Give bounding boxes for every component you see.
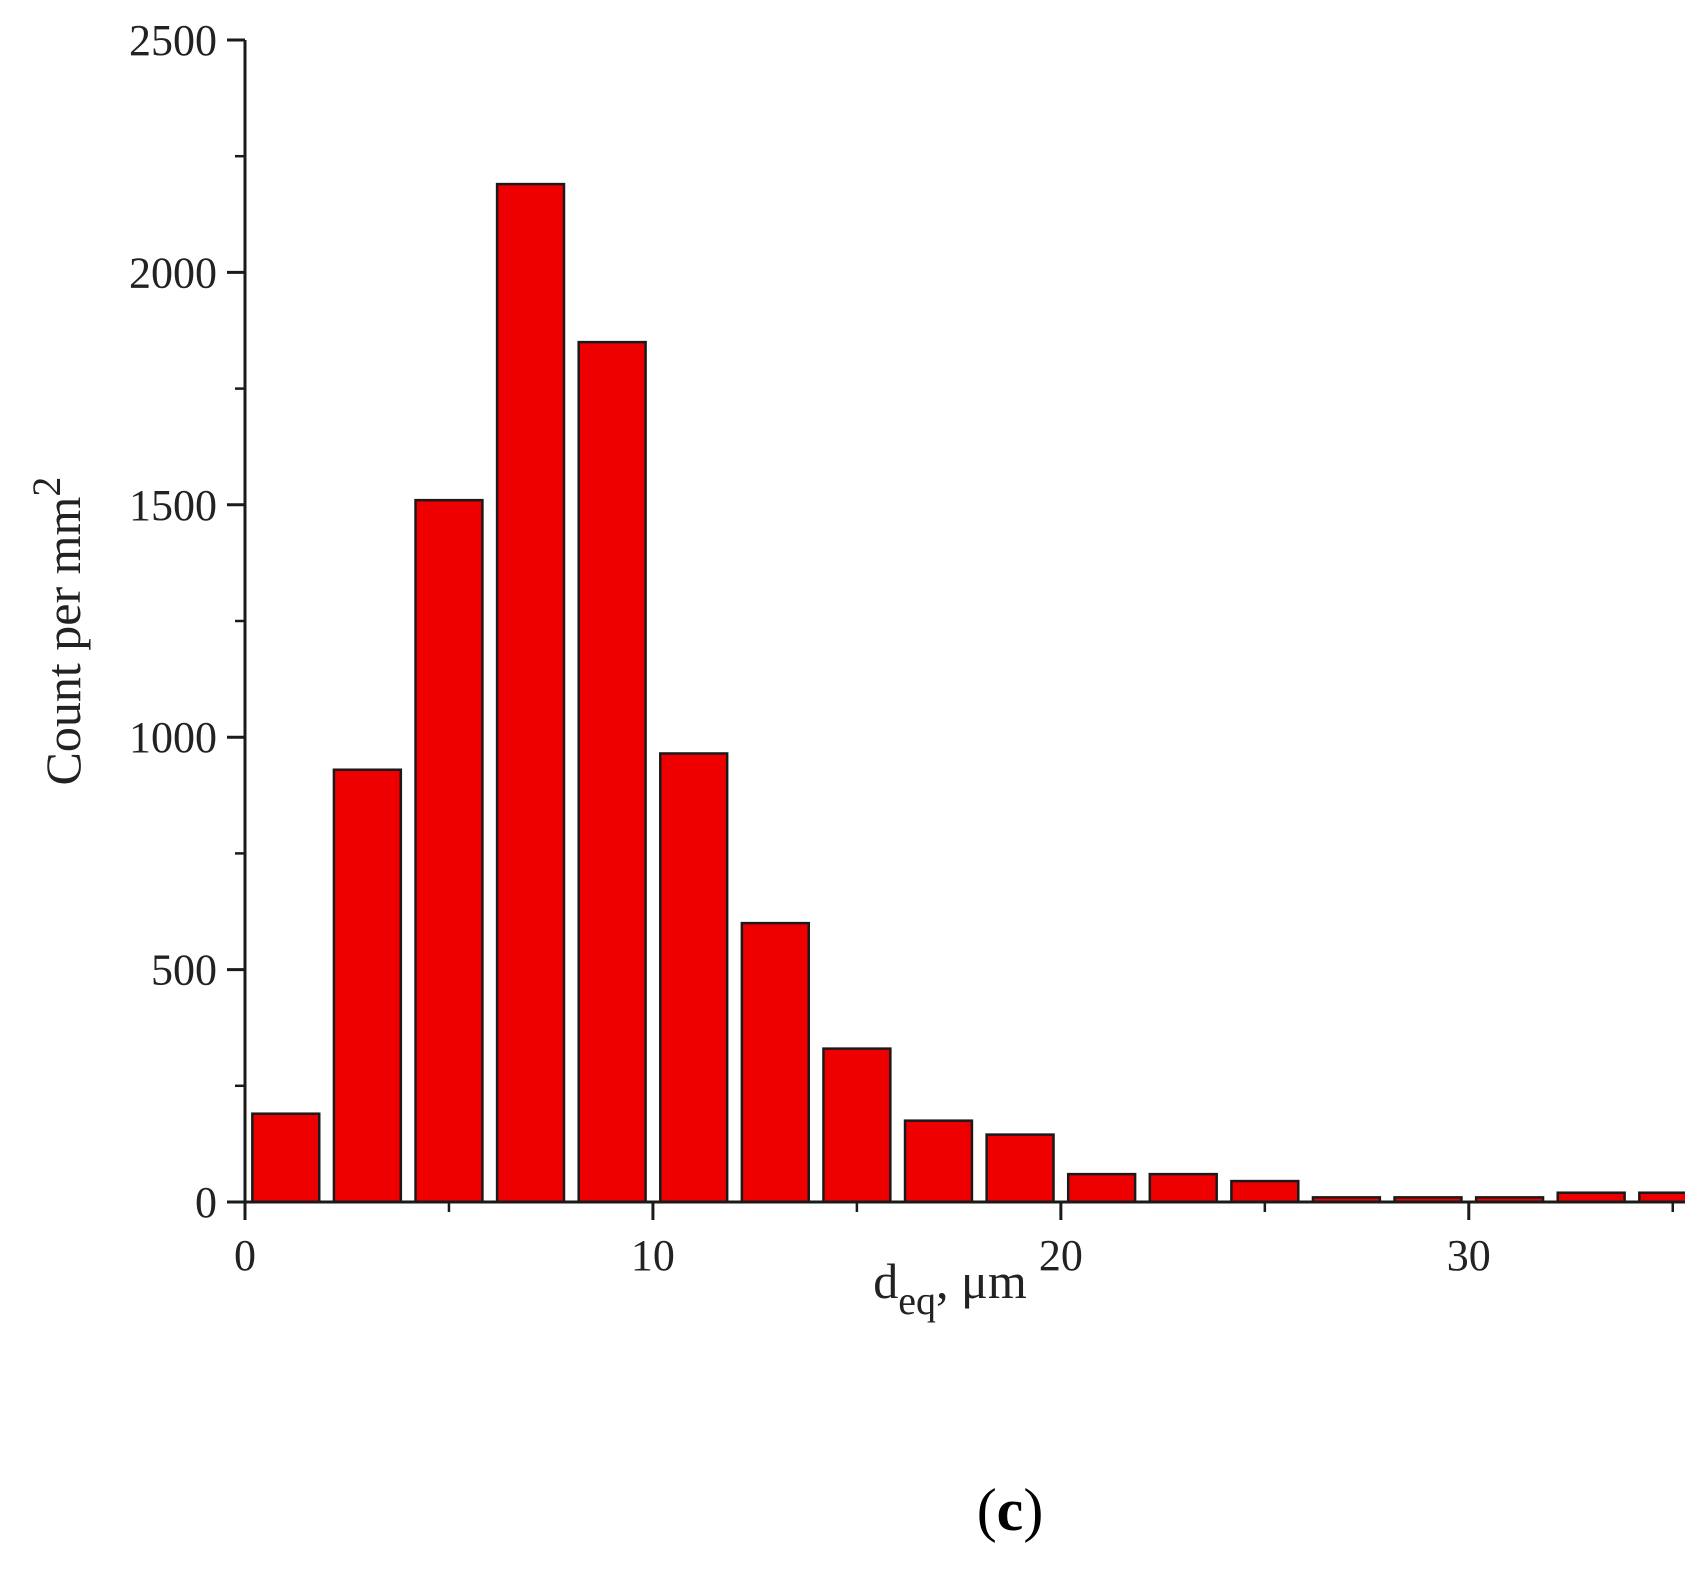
panel-label: (c) — [977, 1477, 1044, 1543]
panel-label-close: ) — [1023, 1477, 1043, 1543]
x-tick-label-10: 10 — [631, 1231, 675, 1280]
bar-1 — [251, 1112, 321, 1204]
x-tick-label-0: 0 — [234, 1231, 256, 1280]
bar-21 — [1066, 1172, 1137, 1204]
x-axis-title: deq, μm — [873, 1253, 1027, 1323]
bar-15 — [822, 1047, 892, 1204]
y-tick-label-2500: 2500 — [129, 16, 217, 65]
bar-5 — [414, 498, 484, 1204]
bars-group — [251, 182, 1685, 1204]
x-tick-label-20: 20 — [1039, 1231, 1083, 1280]
x-axis-title-main: d — [873, 1253, 898, 1309]
y-tick-label-0: 0 — [195, 1178, 217, 1227]
bar-7 — [495, 182, 566, 1204]
bar-25 — [1230, 1179, 1300, 1204]
y-tick-label-1000: 1000 — [129, 713, 217, 762]
y-axis-title: Count per mm2 — [24, 477, 91, 786]
y-ticks-group: 0 500 1000 1500 2000 2500 — [129, 16, 245, 1227]
x-tick-label-30: 30 — [1447, 1231, 1491, 1280]
bar-13 — [740, 921, 811, 1204]
panel-label-open: ( — [977, 1477, 997, 1543]
x-axis-title-unit: , μm — [936, 1253, 1027, 1309]
x-axis-title-subscript: eq — [898, 1278, 936, 1323]
bar-19 — [985, 1133, 1055, 1204]
y-tick-label-2000: 2000 — [129, 248, 217, 297]
bar-17 — [903, 1119, 974, 1204]
bar-9 — [577, 340, 647, 1204]
bar-23 — [1148, 1172, 1218, 1204]
bar-11 — [659, 752, 729, 1204]
y-axis-title-main: Count per mm — [35, 496, 91, 785]
bar-3 — [332, 768, 403, 1204]
y-axis-title-superscript: 2 — [24, 477, 69, 497]
y-tick-label-1500: 1500 — [129, 481, 217, 530]
y-tick-label-500: 500 — [151, 946, 217, 995]
panel-label-letter: c — [997, 1477, 1024, 1543]
x-ticks-group: 0 10 20 30 — [234, 1202, 1675, 1280]
